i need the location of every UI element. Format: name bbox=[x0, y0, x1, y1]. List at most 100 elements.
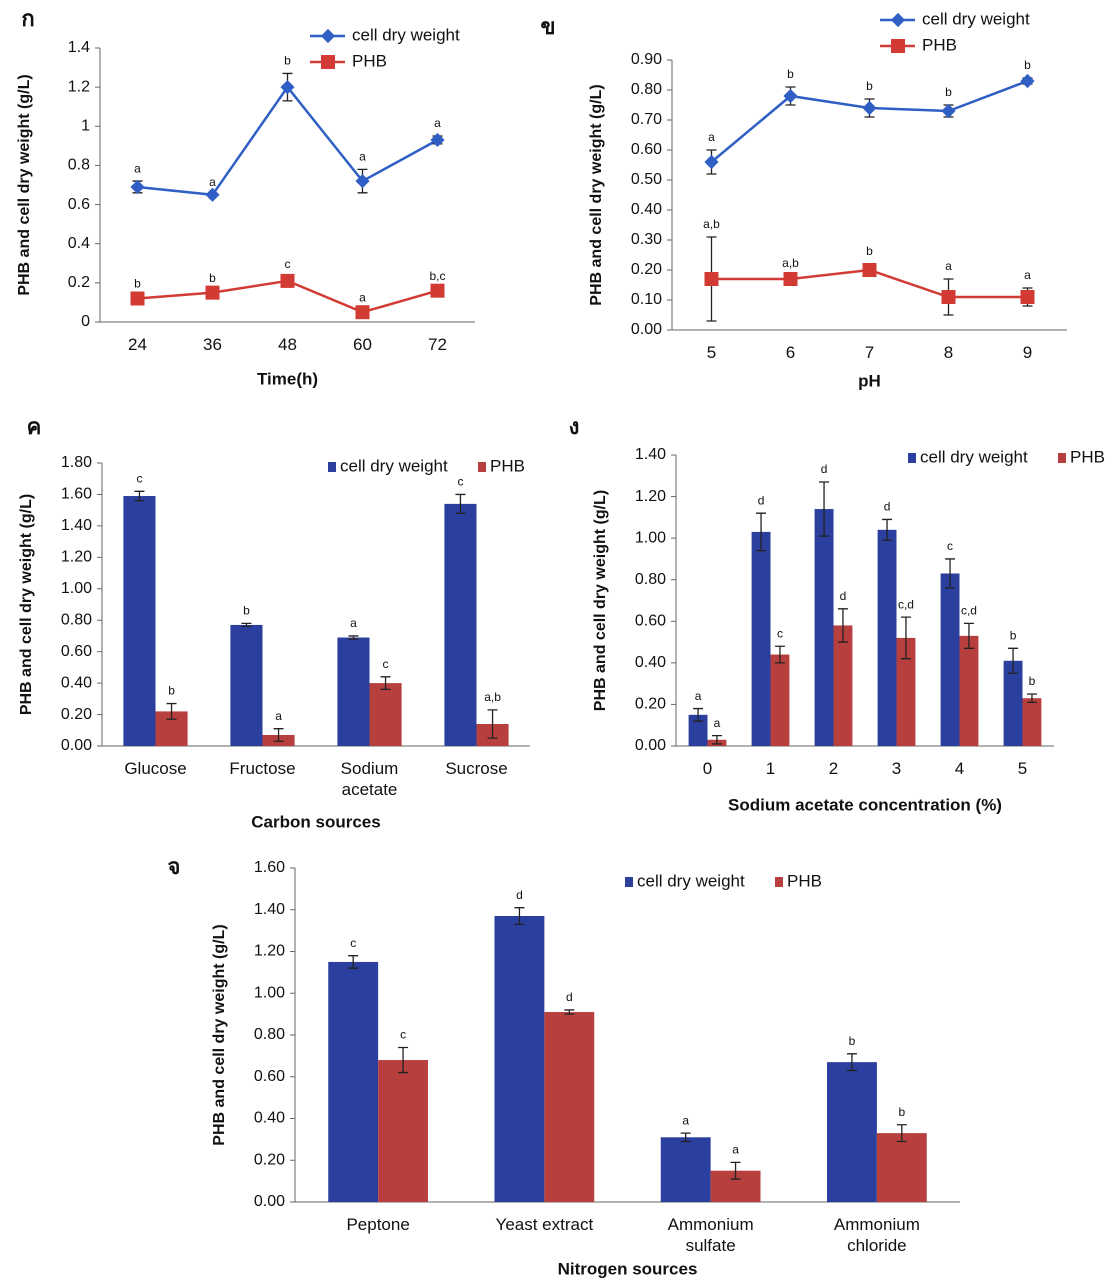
figure: ก00.20.40.60.811.21.4Time(h)PHB and cell… bbox=[0, 0, 1120, 1281]
x-tick-label: 72 bbox=[400, 334, 475, 355]
bar bbox=[444, 504, 476, 746]
bar bbox=[370, 683, 402, 746]
y-tick-label: 0.60 bbox=[631, 141, 662, 158]
significance-label: d bbox=[821, 462, 828, 476]
y-tick-label: 0.80 bbox=[631, 81, 662, 98]
bar bbox=[337, 638, 369, 746]
y-tick-label: 0.00 bbox=[61, 737, 92, 754]
marker bbox=[863, 263, 877, 277]
y-tick-label: 0.20 bbox=[635, 696, 666, 713]
legend-swatch bbox=[478, 462, 486, 472]
marker bbox=[1021, 290, 1035, 304]
x-tick-label: Sodium acetate bbox=[316, 758, 423, 800]
y-tick-label: 0.10 bbox=[631, 291, 662, 308]
y-tick-label: 0.60 bbox=[61, 643, 92, 660]
legend-swatch bbox=[775, 877, 783, 887]
legend-label: cell dry weight bbox=[637, 871, 745, 890]
significance-label: a bbox=[359, 290, 366, 304]
significance-label: b bbox=[945, 85, 952, 99]
marker bbox=[130, 180, 144, 194]
significance-label: c bbox=[350, 936, 356, 950]
bar bbox=[752, 532, 771, 746]
x-tick-label: 5 bbox=[672, 342, 751, 363]
y-tick-label: 1.60 bbox=[61, 486, 92, 503]
significance-label: a,b bbox=[703, 217, 720, 231]
marker bbox=[131, 292, 145, 306]
x-tick-label: 60 bbox=[325, 334, 400, 355]
significance-label: b bbox=[209, 271, 216, 285]
bar bbox=[378, 1060, 428, 1202]
legend-swatch bbox=[1058, 453, 1066, 463]
x-tick-label: 0 bbox=[676, 758, 739, 779]
significance-label: d bbox=[758, 493, 765, 507]
y-tick-label: 0.00 bbox=[254, 1193, 285, 1210]
y-tick-label: 0.90 bbox=[631, 51, 662, 68]
significance-label: a bbox=[732, 1143, 739, 1157]
bar bbox=[834, 625, 853, 746]
significance-label: c,d bbox=[898, 597, 914, 611]
x-axis-title: Carbon sources bbox=[251, 812, 380, 831]
significance-label: c bbox=[136, 471, 142, 485]
y-tick-label: 0.20 bbox=[61, 706, 92, 723]
y-tick-label: 1.40 bbox=[254, 901, 285, 918]
legend-swatch bbox=[328, 462, 336, 472]
significance-label: a bbox=[434, 116, 441, 130]
significance-label: a bbox=[350, 616, 357, 630]
legend-label: cell dry weight bbox=[920, 447, 1028, 466]
significance-label: a bbox=[275, 709, 282, 723]
significance-label: c bbox=[457, 475, 463, 489]
y-tick-label: 1 bbox=[81, 118, 90, 135]
significance-label: a bbox=[209, 175, 216, 189]
y-tick-label: 0.80 bbox=[635, 571, 666, 588]
significance-label: b bbox=[898, 1105, 905, 1119]
significance-label: a bbox=[708, 130, 715, 144]
marker bbox=[942, 290, 956, 304]
x-tick-label: 36 bbox=[175, 334, 250, 355]
x-tick-label: 8 bbox=[909, 342, 988, 363]
y-tick-label: 1.40 bbox=[635, 446, 666, 463]
significance-label: b bbox=[168, 684, 175, 698]
significance-label: a bbox=[714, 716, 721, 730]
bar bbox=[544, 1012, 594, 1202]
significance-label: d bbox=[566, 990, 573, 1004]
y-tick-label: 1.80 bbox=[61, 454, 92, 471]
x-tick-label: 6 bbox=[751, 342, 830, 363]
significance-label: c,d bbox=[961, 604, 977, 618]
marker bbox=[705, 272, 719, 286]
significance-label: b bbox=[134, 277, 141, 291]
legend-label: PHB bbox=[1070, 447, 1105, 466]
legend-label: PHB bbox=[787, 871, 822, 890]
significance-label: b bbox=[284, 54, 291, 68]
significance-label: b bbox=[866, 79, 873, 93]
x-tick-label: 9 bbox=[988, 342, 1067, 363]
bar bbox=[877, 1133, 927, 1202]
bar bbox=[230, 625, 262, 746]
bar bbox=[328, 962, 378, 1202]
y-tick-label: 1.00 bbox=[61, 580, 92, 597]
legend-label: cell dry weight bbox=[340, 456, 448, 475]
legend-marker bbox=[321, 29, 335, 43]
x-tick-label: 4 bbox=[928, 758, 991, 779]
y-tick-label: 0.6 bbox=[68, 196, 90, 213]
legend-label: cell dry weight bbox=[352, 25, 460, 44]
panel-label: จ bbox=[168, 854, 181, 879]
marker bbox=[431, 284, 445, 298]
x-tick-label: Peptone bbox=[308, 1214, 448, 1235]
y-tick-label: 0.40 bbox=[61, 674, 92, 691]
x-axis-title: pH bbox=[858, 371, 881, 390]
significance-label: a bbox=[359, 150, 366, 164]
legend-label: PHB bbox=[922, 35, 957, 54]
significance-label: b,c bbox=[429, 269, 445, 283]
significance-label: c bbox=[285, 257, 291, 271]
x-tick-label: 1 bbox=[739, 758, 802, 779]
legend-swatch bbox=[908, 453, 916, 463]
y-tick-label: 1.20 bbox=[635, 488, 666, 505]
y-axis-title: PHB and cell dry weight (g/L) bbox=[18, 494, 35, 715]
panel-label: ค bbox=[27, 414, 42, 439]
marker bbox=[941, 104, 955, 118]
bar bbox=[123, 496, 155, 746]
significance-label: b bbox=[243, 604, 250, 618]
marker bbox=[784, 272, 798, 286]
y-tick-label: 1.60 bbox=[254, 859, 285, 876]
significance-label: d bbox=[516, 888, 523, 902]
